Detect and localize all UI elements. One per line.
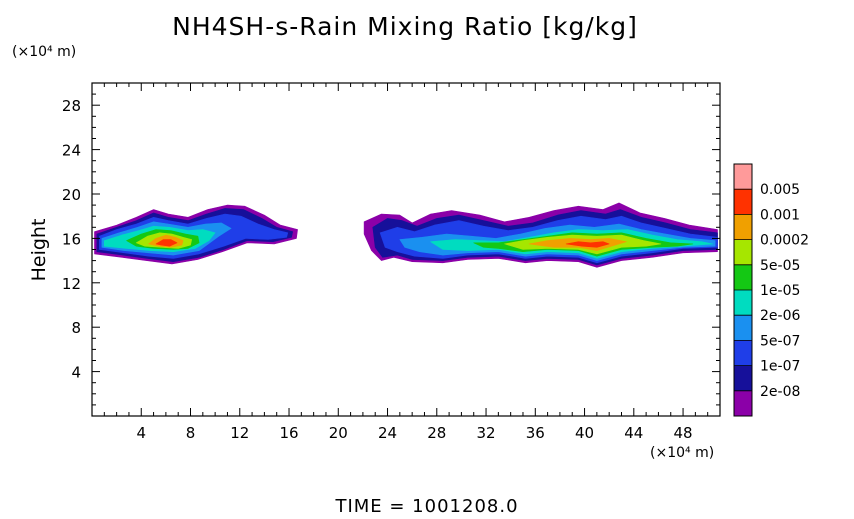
x-axis-unit: (×10⁴ m): [650, 445, 715, 461]
x-tick-label: 12: [230, 424, 249, 442]
colorbar-label: 2e-08: [760, 384, 800, 400]
colorbar-swatch: [734, 365, 752, 391]
colorbar-swatch: [734, 290, 752, 316]
contour-band-8-1: [565, 241, 610, 248]
y-tick-label: 4: [71, 364, 81, 382]
x-tick-label: 32: [476, 424, 495, 442]
x-tick-label: 48: [674, 424, 693, 442]
colorbar-label: 5e-05: [760, 258, 800, 274]
contour-band-8-0: [155, 239, 178, 247]
colorbar-swatch: [734, 214, 752, 240]
colorbar-swatch: [734, 315, 752, 341]
colorbar-swatch: [734, 239, 752, 265]
colorbar-label: 2e-06: [760, 308, 800, 324]
y-tick-label: 12: [62, 275, 81, 293]
time-footer: TIME = 1001208.0: [335, 496, 519, 517]
x-tick-label: 8: [186, 424, 196, 442]
x-tick-label: 36: [526, 424, 545, 442]
contour-fills: [94, 202, 718, 268]
y-tick-label: 28: [62, 97, 81, 115]
colorbar-label: 1e-07: [760, 359, 800, 375]
y-tick-label: 24: [62, 142, 81, 160]
x-tick-label: 24: [378, 424, 397, 442]
colorbar-label: 1e-05: [760, 283, 800, 299]
colorbar: 0.005 0.001 0.0002 5e-05 1e-05 2e-06 5e-07 1e-0…: [733, 163, 809, 417]
y-axis-unit: (×10⁴ m): [12, 44, 77, 60]
x-tick-label: 16: [279, 424, 298, 442]
colorbar-swatch: [734, 340, 752, 366]
colorbar-swatch: [734, 189, 752, 215]
colorbar-label: 0.001: [760, 207, 800, 223]
colorbar-swatch: [734, 390, 752, 416]
colorbar-swatch: [734, 264, 752, 290]
colorbar-swatch: [734, 164, 752, 190]
colorbar-label: 0.005: [760, 182, 800, 198]
y-tick-label: 16: [62, 230, 81, 248]
y-tick-label: 20: [62, 186, 81, 204]
x-tick-label: 4: [136, 424, 146, 442]
x-tick-label: 40: [575, 424, 594, 442]
chart-title: NH4SH-s-Rain Mixing Ratio [kg/kg]: [172, 12, 638, 41]
colorbar-label: 5e-07: [760, 333, 800, 349]
x-tick-label: 28: [427, 424, 446, 442]
colorbar-label: 0.0002: [760, 233, 809, 249]
x-tick-label: 44: [624, 424, 643, 442]
x-tick-label: 20: [329, 424, 348, 442]
y-tick-label: 8: [71, 319, 81, 337]
